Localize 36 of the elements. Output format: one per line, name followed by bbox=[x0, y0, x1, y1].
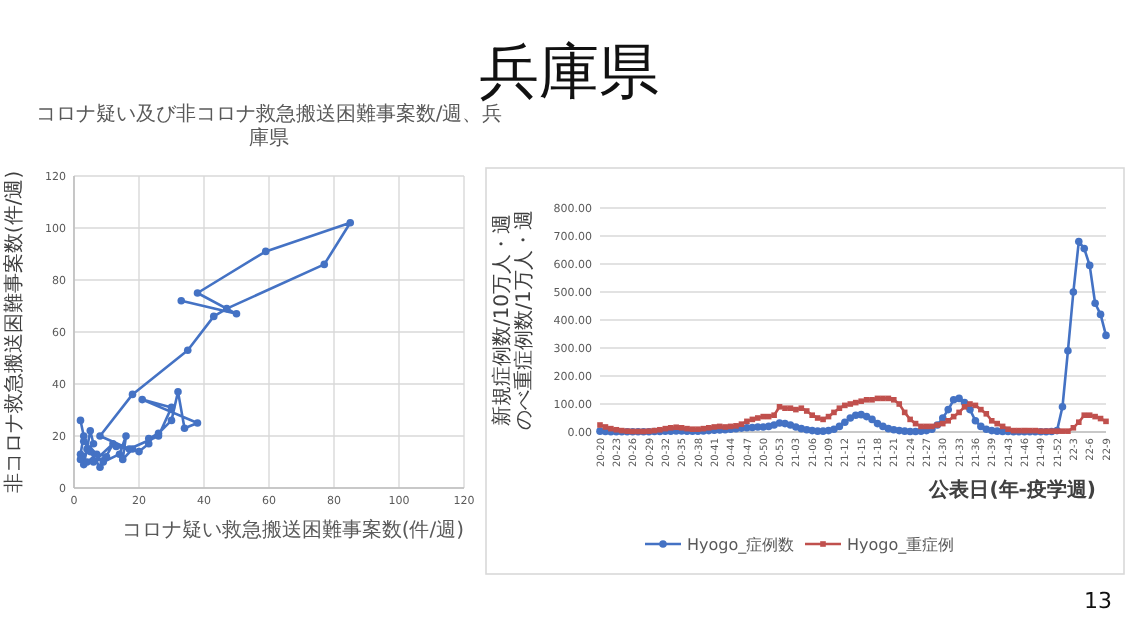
text: 13 bbox=[1084, 588, 1112, 614]
point bbox=[76, 455, 85, 464]
point bbox=[167, 403, 176, 412]
point bbox=[89, 440, 98, 448]
point bbox=[167, 416, 176, 425]
point bbox=[92, 450, 101, 458]
point bbox=[320, 260, 329, 269]
point bbox=[138, 395, 147, 404]
point bbox=[346, 219, 355, 227]
point bbox=[177, 297, 186, 305]
point bbox=[193, 289, 202, 297]
point bbox=[135, 447, 143, 456]
point bbox=[209, 312, 218, 321]
point bbox=[76, 416, 85, 425]
chart-title: コロナ疑い及び非コロナ救急搬送困難事案数/週、兵庫県 bbox=[35, 102, 503, 150]
point bbox=[122, 432, 130, 440]
legend-label: Hyogo_症例数 bbox=[687, 536, 795, 554]
point bbox=[89, 458, 98, 466]
point bbox=[193, 419, 202, 427]
point bbox=[79, 437, 88, 445]
point bbox=[99, 458, 108, 466]
point bbox=[183, 346, 192, 354]
y-axis-title: 新規症例数/10万人・週のべ重症例数/1万人・週 bbox=[490, 210, 536, 430]
point bbox=[222, 304, 231, 313]
point bbox=[232, 310, 241, 318]
point bbox=[96, 432, 104, 440]
point bbox=[174, 388, 182, 396]
y-axis-title: 非コロナ救急搬送困難事案数(件/週) bbox=[2, 170, 26, 494]
point bbox=[128, 390, 137, 399]
point bbox=[180, 424, 189, 432]
point bbox=[261, 247, 270, 256]
point bbox=[86, 427, 95, 435]
point bbox=[144, 434, 153, 443]
legend-label: Hyogo_重症例 bbox=[847, 536, 955, 554]
x-axis-title: コロナ疑い救急搬送困難事案数(件/週) bbox=[121, 518, 465, 542]
x-axis-title: 公表日(年-疫学週) bbox=[927, 478, 1096, 502]
